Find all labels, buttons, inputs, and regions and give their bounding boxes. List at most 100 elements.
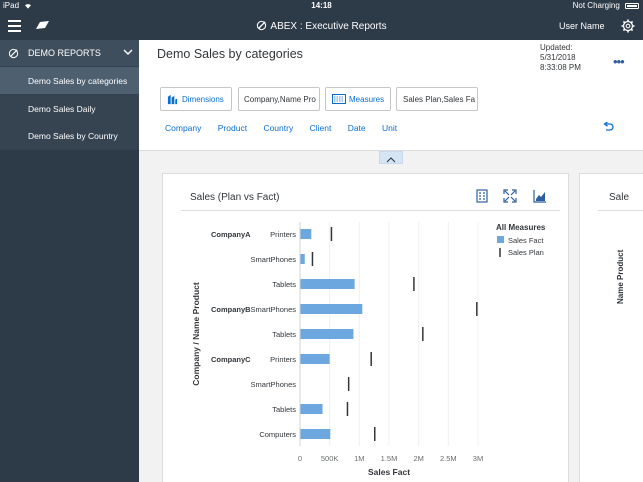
sales-fact-bar[interactable] xyxy=(300,229,312,239)
product-label: Tablets xyxy=(272,405,296,414)
dimensions-value: Company,Name Pro xyxy=(244,95,316,104)
dimension-link-client[interactable]: Client xyxy=(309,123,332,133)
x-tick-label: 2M xyxy=(413,454,423,463)
dimension-links: Company Product Country Client Date Unit xyxy=(165,123,411,133)
status-bar: iPad 14:18 Not Charging xyxy=(0,0,643,12)
chart-legend[interactable]: All Measures Sales Fact Sales Plan xyxy=(496,223,546,257)
dimensions-selection[interactable]: Company,Name Pro xyxy=(238,87,320,111)
wifi-icon xyxy=(25,3,32,9)
gear-icon[interactable] xyxy=(621,19,635,33)
x-tick-label: 1M xyxy=(354,454,364,463)
chart-card: Sales (Plan vs Fact) CompanyA Printers Sma… xyxy=(162,173,569,482)
report-logo-icon xyxy=(8,48,19,59)
legend-label: Sales Plan xyxy=(508,248,544,257)
product-label: SmartPhones xyxy=(251,305,297,314)
sidebar-group-label: DEMO REPORTS xyxy=(28,48,101,58)
x-tick-label: 3M xyxy=(473,454,483,463)
measures-value: Sales Plan,Sales Fa xyxy=(403,95,476,104)
company-label: CompanyC xyxy=(211,355,251,364)
x-tick-label: 1.5M xyxy=(381,454,398,463)
app-logo-icon xyxy=(257,20,267,31)
updated-time: 8:33:08 PM xyxy=(540,63,581,72)
sidebar-item-label: Demo Sales Daily xyxy=(28,103,96,114)
collapse-header-button[interactable] xyxy=(379,151,403,164)
product-label: SmartPhones xyxy=(251,255,297,264)
more-options-icon[interactable]: ••• xyxy=(613,54,625,69)
y-axis-title: Company / Name Product xyxy=(191,282,201,386)
chart-type-icon[interactable] xyxy=(533,189,547,203)
dimensions-icon xyxy=(167,94,178,105)
sidebar-item-label: Demo Sales by Country xyxy=(28,131,118,141)
product-label: Tablets xyxy=(272,280,296,289)
undo-icon[interactable] xyxy=(603,122,614,132)
sales-fact-bar[interactable] xyxy=(300,304,363,314)
dimensions-label: Dimensions xyxy=(182,95,224,104)
product-label: SmartPhones xyxy=(251,380,297,389)
sidebar-item-sales-by-categories[interactable]: Demo Sales by categories xyxy=(0,67,139,95)
sales-fact-bar[interactable] xyxy=(300,354,330,364)
sidebar-empty-area xyxy=(0,150,139,482)
report-header: Demo Sales by categories Updated: 5/31/2… xyxy=(139,40,643,151)
company-label: CompanyB xyxy=(211,305,251,314)
updated-info: Updated: 5/31/2018 8:33:08 PM xyxy=(540,43,581,73)
sales-fact-bar[interactable] xyxy=(300,429,331,439)
product-label: Tablets xyxy=(272,330,296,339)
dimension-link-product[interactable]: Product xyxy=(217,123,248,133)
x-tick-label: 0 xyxy=(298,454,302,463)
fullscreen-icon[interactable] xyxy=(503,189,517,203)
product-label: Computers xyxy=(259,430,296,439)
measures-icon xyxy=(332,94,346,104)
updated-label: Updated: xyxy=(540,43,573,52)
menu-icon[interactable] xyxy=(8,20,21,32)
chart-card-2-axis-title: Name Product xyxy=(616,249,625,304)
card-divider xyxy=(181,210,560,211)
sales-fact-bar[interactable] xyxy=(300,329,354,339)
dimension-link-unit[interactable]: Unit xyxy=(382,123,398,133)
dimension-link-company[interactable]: Company xyxy=(165,123,202,133)
sidebar-item-sales-by-country[interactable]: Demo Sales by Country xyxy=(0,122,139,150)
x-tick-label: 500K xyxy=(321,454,339,463)
legend-label: Sales Fact xyxy=(508,236,544,245)
sales-chart: CompanyA Printers SmartPhones Tablets Compan… xyxy=(191,222,546,477)
device-label: iPad xyxy=(3,1,20,10)
x-axis-title: Sales Fact xyxy=(368,467,410,477)
measures-selection[interactable]: Sales Plan,Sales Fa xyxy=(396,87,478,111)
battery-icon xyxy=(625,2,639,9)
chevron-up-icon xyxy=(386,157,396,163)
dimension-link-date[interactable]: Date xyxy=(347,123,366,133)
chart-card-title: Sales (Plan vs Fact) xyxy=(190,192,280,203)
measures-label: Measures xyxy=(349,95,385,104)
page-title: Demo Sales by categories xyxy=(157,47,303,61)
clock: 14:18 xyxy=(311,1,332,10)
product-label: Printers xyxy=(270,230,296,239)
company-label: CompanyA xyxy=(211,230,251,239)
sales-fact-bar[interactable] xyxy=(300,254,305,264)
user-name[interactable]: User Name xyxy=(559,21,605,31)
app-title: ABEX : Executive Reports xyxy=(270,21,387,32)
sidebar-item-sales-daily[interactable]: Demo Sales Daily xyxy=(0,94,139,122)
updated-date: 5/31/2018 xyxy=(540,53,576,62)
sales-fact-bar[interactable] xyxy=(300,279,355,289)
shell-bar: ABEX : Executive Reports User Name xyxy=(0,12,643,40)
chart-card-2: Sale Name Product xyxy=(579,173,643,482)
card-divider xyxy=(598,210,643,211)
sales-fact-bar[interactable] xyxy=(300,404,323,414)
battery-status: Not Charging xyxy=(572,1,620,10)
product-label: Printers xyxy=(270,355,296,364)
status-right: Not Charging xyxy=(573,1,639,10)
status-left: iPad xyxy=(3,1,32,10)
x-tick-label: 2.5M xyxy=(440,454,457,463)
chart-card-2-title: Sale xyxy=(609,192,630,203)
chevron-down-icon[interactable] xyxy=(123,48,133,56)
app-title-wrap: ABEX : Executive Reports xyxy=(0,20,643,32)
dimensions-button[interactable]: Dimensions xyxy=(160,87,232,111)
legend-swatch-fact xyxy=(497,236,504,243)
sidebar-group-demo-reports[interactable]: DEMO REPORTS xyxy=(0,40,139,67)
measures-button[interactable]: Measures xyxy=(325,87,391,111)
flag-logo-icon[interactable] xyxy=(36,21,49,29)
dimension-link-country[interactable]: Country xyxy=(263,123,294,133)
sidebar: DEMO REPORTS Demo Sales by categories De… xyxy=(0,40,139,482)
sidebar-item-label: Demo Sales by categories xyxy=(28,76,128,86)
legend-title: All Measures xyxy=(496,223,546,232)
table-view-icon[interactable] xyxy=(476,189,488,203)
